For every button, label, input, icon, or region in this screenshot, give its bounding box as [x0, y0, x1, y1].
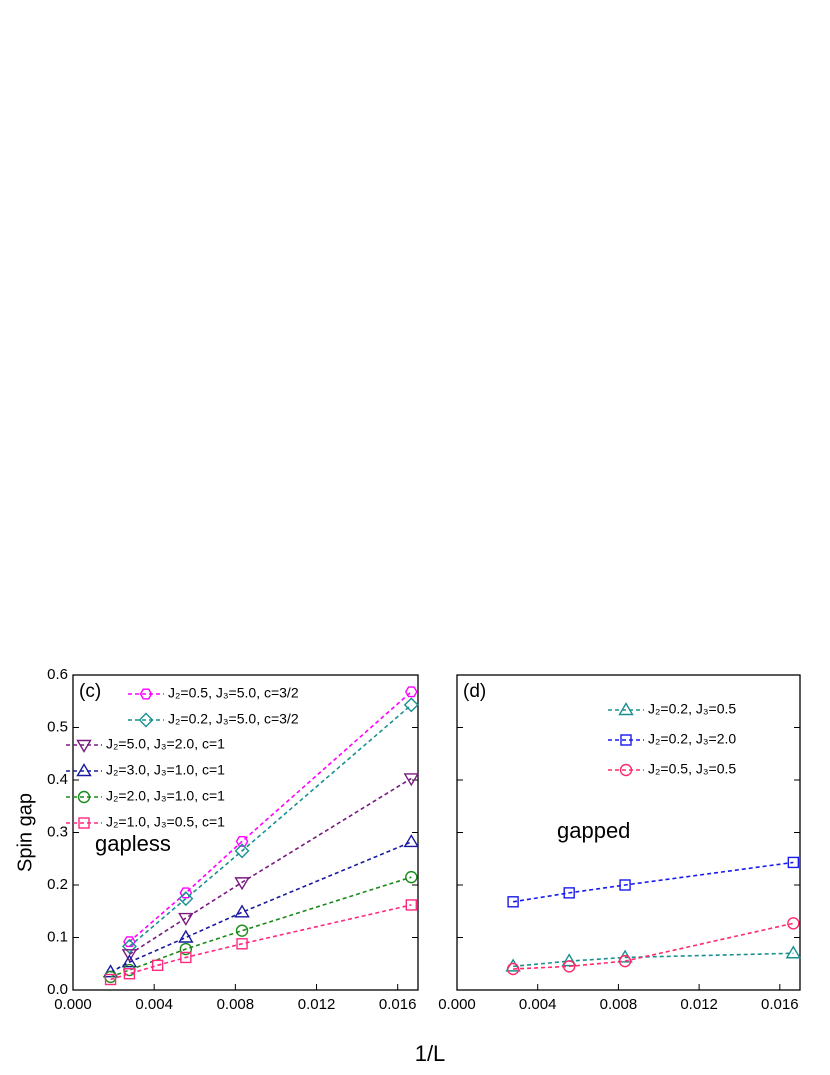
marker [403, 834, 420, 848]
annotation: gapless [95, 831, 171, 856]
marker [619, 879, 631, 891]
marker [404, 686, 418, 698]
marker [178, 891, 194, 907]
marker [234, 843, 250, 859]
legend-marker [620, 734, 632, 746]
y-axis-title: Spin gap [14, 793, 36, 872]
marker [405, 899, 418, 911]
y-tick-label: 0.4 [47, 771, 68, 788]
marker [121, 949, 138, 963]
marker [235, 924, 249, 937]
marker [563, 887, 575, 899]
marker [787, 917, 800, 930]
legend-label: J₂=2.0, J₃=1.0, c=1 [106, 788, 225, 804]
legend-marker [76, 763, 92, 777]
legend-label: J₂=0.5, J₃=5.0, c=3/2 [168, 685, 299, 701]
marker [787, 856, 800, 869]
marker [403, 697, 419, 713]
plot-frame [72, 674, 419, 991]
marker [180, 951, 192, 964]
marker [121, 954, 138, 968]
x-axis-title: 1/L [415, 1041, 446, 1066]
series-line [128, 704, 412, 948]
marker [234, 877, 250, 891]
marker [234, 904, 250, 918]
marker [123, 968, 136, 980]
y-tick-label: 0.5 [47, 718, 68, 735]
marker [506, 962, 520, 976]
legend-label: J₂=0.5, J₃=0.5 [648, 761, 736, 777]
legend-marker [619, 763, 633, 777]
marker [123, 936, 136, 948]
marker [236, 938, 248, 950]
x-tick-label: 0.004 [135, 996, 173, 1013]
x-tick-label: 0.004 [519, 996, 557, 1013]
legend-marker [618, 702, 634, 716]
marker [617, 949, 633, 963]
series-line [512, 861, 794, 903]
x-tick-label: 0.012 [298, 996, 336, 1013]
legend-label: J₂=0.2, J₃=2.0 [648, 731, 736, 747]
marker [178, 929, 194, 943]
y-tick-label: 0.6 [47, 666, 68, 683]
series-line [128, 691, 412, 943]
marker [179, 887, 193, 899]
legend-label: J₂=5.0, J₃=2.0, c=1 [106, 736, 225, 752]
x-tick-label: 0.012 [680, 996, 718, 1013]
x-tick-label: 0.008 [217, 996, 255, 1013]
annotation: gapped [557, 818, 630, 843]
marker [785, 945, 802, 959]
plot-frame [456, 674, 801, 991]
marker [507, 896, 519, 908]
series-line [110, 904, 412, 981]
series-line [513, 922, 794, 970]
marker [179, 942, 193, 956]
marker [618, 954, 632, 968]
legend-marker [77, 790, 91, 804]
series-line [128, 777, 412, 955]
y-tick-label: 0.1 [47, 928, 68, 945]
x-tick-label: 0.000 [54, 996, 92, 1013]
marker [104, 973, 117, 986]
marker [151, 959, 164, 972]
marker [121, 938, 137, 954]
x-tick-label: 0.016 [379, 996, 417, 1013]
legend-marker [139, 688, 153, 700]
y-tick-label: 0.3 [47, 823, 68, 840]
series-line [513, 952, 794, 968]
legend-label: J₂=1.0, J₃=0.5, c=1 [106, 814, 225, 830]
legend-label: J₂=3.0, J₃=1.0, c=1 [106, 762, 225, 778]
y-tick-label: 0.0 [47, 981, 68, 998]
marker [562, 960, 576, 973]
series-line [110, 876, 412, 978]
marker [405, 870, 418, 884]
panel-label: (d) [463, 681, 486, 702]
series-line [110, 841, 412, 973]
marker [403, 773, 420, 787]
legend-marker [138, 712, 154, 728]
x-tick-label: 0.016 [761, 996, 799, 1013]
x-tick-label: 0.000 [438, 996, 476, 1013]
legend-marker [76, 739, 92, 753]
panel-label: (c) [79, 681, 101, 702]
legend-label: J₂=0.2, J₃=0.5 [648, 701, 736, 717]
x-tick-label: 0.008 [600, 996, 638, 1013]
marker [178, 912, 194, 926]
legend-label: J₂=0.2, J₃=5.0, c=3/2 [168, 711, 299, 727]
legend-marker [78, 817, 90, 829]
y-tick-label: 0.2 [47, 876, 68, 893]
